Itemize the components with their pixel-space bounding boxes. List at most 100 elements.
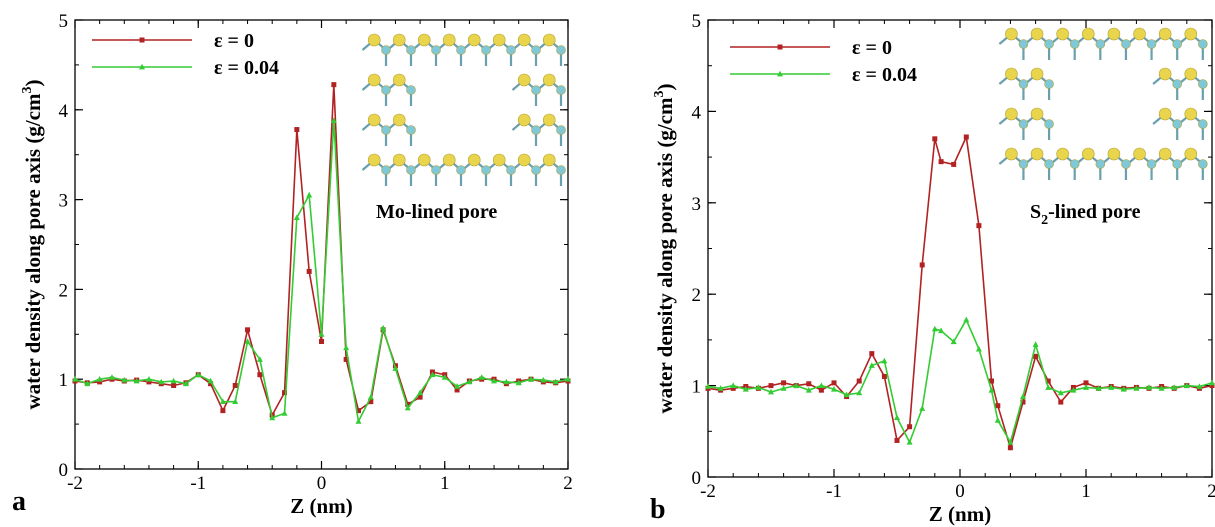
molybdenum-atom [1198,79,1208,89]
sulfur-atom [492,33,506,47]
data-point [491,377,498,384]
x-tick-label: -1 [826,481,842,502]
molybdenum-atom [556,85,566,95]
data-point [856,389,863,396]
sulfur-atom [1005,27,1018,41]
data-point [963,316,970,323]
x-tick-label: 0 [955,481,965,502]
molybdenum-atom [1018,119,1029,129]
inset-label: S2-lined pore [1030,201,1141,228]
y-tick-label: 0 [692,468,702,489]
x-tick-label: -2 [67,473,83,494]
molybdenum-atom [381,45,391,55]
sulfur-atom [1184,147,1198,161]
data-point [207,377,214,384]
pore-structure-inset [361,33,566,186]
y-tick-label: 2 [692,285,702,306]
y-axis-label-text: water density along pore axis (g/cm [653,97,677,413]
sulfur-atom [542,73,556,87]
data-point [281,410,288,416]
inset-label-text: S [1030,201,1041,223]
data-point [319,338,324,344]
data-point [932,136,938,142]
sulfur-atom [367,153,381,167]
data-point [306,268,312,274]
data-point [565,376,571,382]
data-point [780,385,787,391]
data-point [894,437,900,443]
molybdenum-atom [1018,39,1029,49]
inset-label-sub: 2 [1041,213,1048,228]
sulfur-atom [392,153,406,167]
molybdenum-atom [1172,79,1182,89]
sulfur-atom [1184,27,1198,41]
chart-panel-a: -2 -1 0 1 2 0 1 2 3 4 5 Z (nm) water density along p… [12,11,573,518]
data-point [1058,399,1064,405]
y-axis-label-text: water density along pore axis (g/cm [21,93,45,409]
molybdenum-atom [556,45,566,55]
legend-label: ε = 0.04 [214,57,279,79]
sulfur-atom [542,33,556,47]
sulfur-atom [1081,27,1095,41]
molybdenum-atom [1121,39,1131,49]
data-point [1171,384,1178,390]
y-axis-label-sup: 3 [652,91,667,98]
data-point [1070,386,1077,393]
series-1: ε = 0.04 [705,64,1215,445]
x-tick-label: 1 [1081,481,1091,502]
sulfur-atom [1133,27,1146,41]
data-point [97,379,103,385]
data-point [121,376,128,383]
data-point [894,414,900,420]
data-point [404,404,411,411]
molybdenum-atom [381,85,391,95]
data-point [343,344,350,351]
data-point [806,381,812,387]
data-point [219,398,226,405]
data-point [528,376,535,382]
sulfur-atom [1107,27,1121,41]
data-point [856,378,862,384]
data-point [355,408,361,414]
sulfur-atom [1184,107,1198,121]
molybdenum-atom [1069,39,1080,49]
panel-label: a [12,486,26,517]
data-point [256,356,263,362]
data-point [380,324,387,331]
data-point [831,380,837,386]
data-point [368,399,374,405]
molybdenum-atom [406,165,416,175]
data-point [454,387,460,393]
molybdenum-atom [506,165,516,175]
sulfur-atom [1081,147,1095,161]
y-tick-label: 5 [692,11,702,32]
data-point [170,377,177,384]
data-point [195,371,202,378]
y-tick-label: 4 [692,102,702,123]
data-point [975,345,982,352]
y-tick-label: 5 [59,11,69,32]
data-point [988,386,995,393]
data-point [730,382,737,388]
data-point [232,382,238,388]
data-point [881,373,887,379]
molybdenum-atom [1121,159,1131,169]
data-point [989,378,994,384]
molybdenum-atom [1018,79,1029,89]
molybdenum-atom [431,45,441,55]
data-point [466,378,473,385]
sulfur-atom [1158,107,1172,121]
data-point [1209,383,1215,389]
sulfur-atom [392,33,406,47]
sulfur-atom [542,113,556,127]
sulfur-atom [542,153,556,167]
pore-structure-inset [998,27,1208,180]
data-point [1108,384,1115,390]
data-point [441,374,448,380]
x-axis-label: Z (nm) [290,494,352,518]
molybdenum-atom [1044,39,1054,49]
sulfur-atom [442,33,456,47]
data-point [1033,353,1039,359]
molybdenum-atom [481,165,491,175]
sulfur-atom [467,153,481,167]
